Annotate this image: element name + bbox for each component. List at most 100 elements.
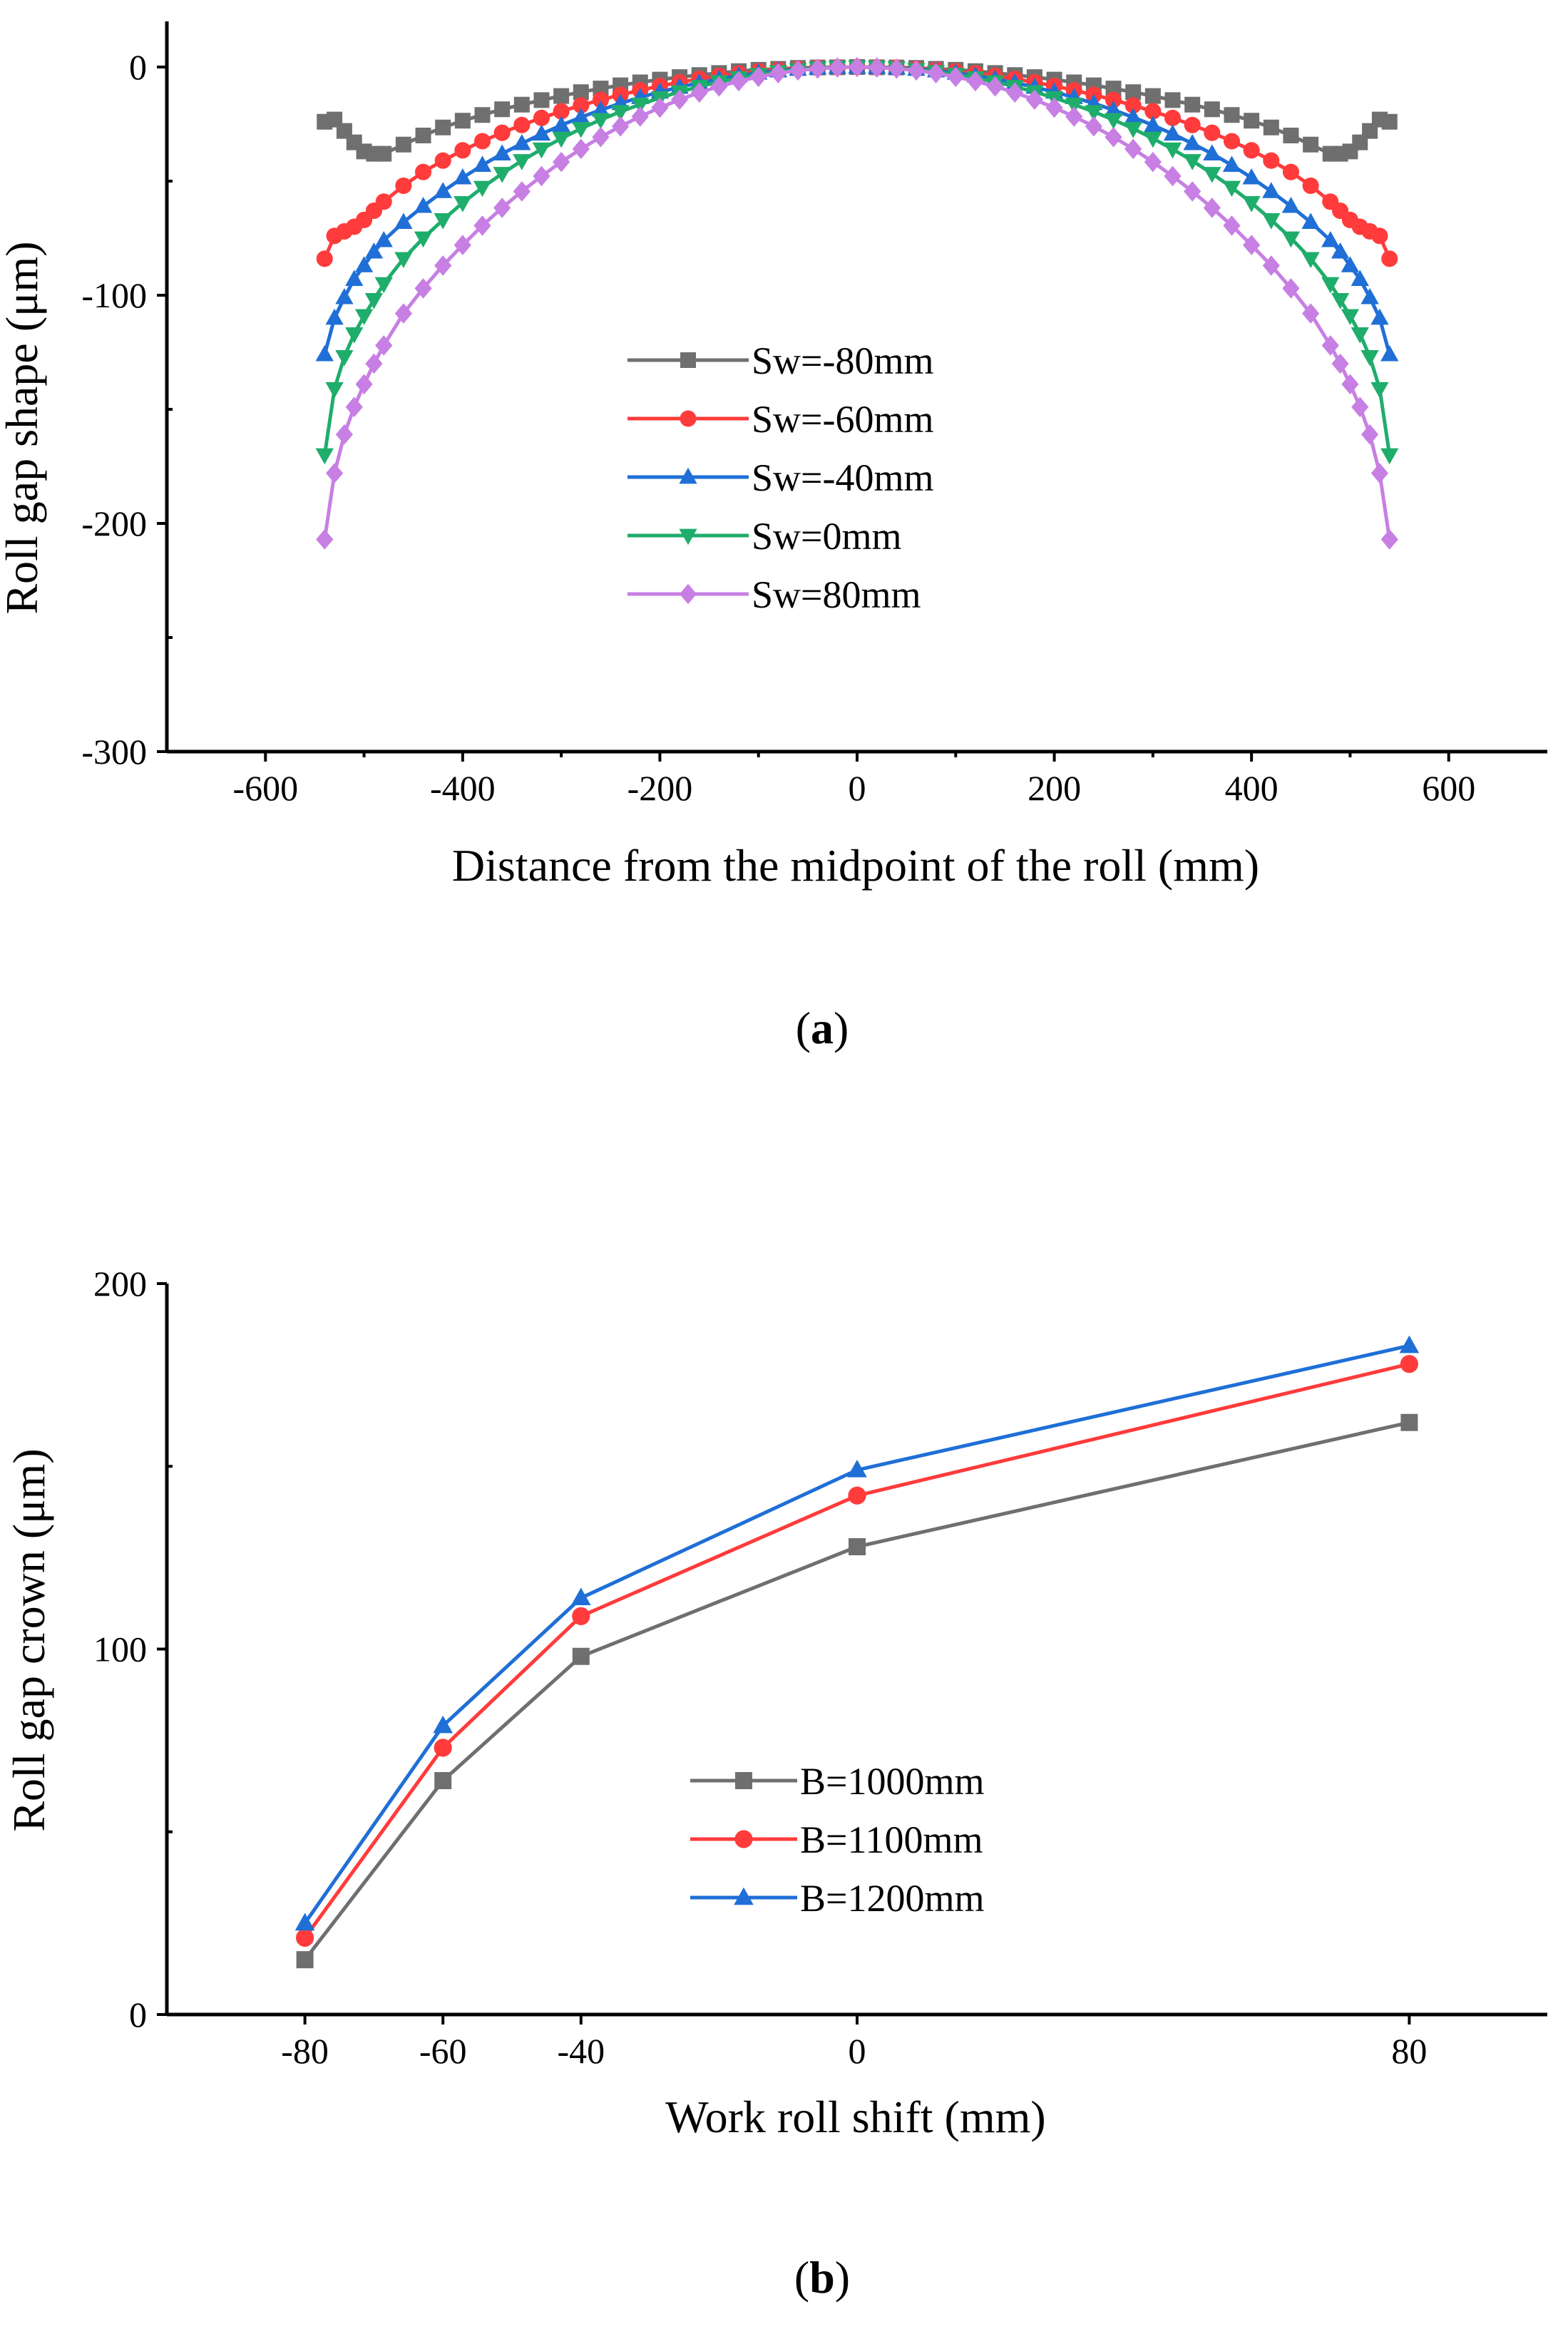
a-data-point [454,235,471,255]
a-data-point [1124,122,1142,138]
a-data-point [1105,81,1122,97]
a-data-point [375,193,392,210]
b-legend-label: B=1100mm [800,1818,983,1861]
a-data-point [1184,96,1201,113]
a-data-point [1124,138,1142,160]
a-data-point [454,113,471,129]
a-data-point [434,182,452,198]
a-data-point [729,71,748,92]
a-data-point [986,76,1004,97]
a-data-point [573,84,589,101]
b-y-tick-label: 200 [93,1264,147,1304]
a-data-point [591,113,610,130]
a-data-point [1242,168,1261,185]
a-data-point [1124,97,1142,114]
chart-b-legend: B=1000mm B=1100mm B=1200mm [690,1760,984,1920]
b-data-point [434,1772,452,1789]
a-data-point [690,82,708,103]
a-data-point [345,396,363,418]
a-data-point [365,353,383,374]
a-data-point [907,60,926,81]
a-data-point [868,57,886,78]
a-data-point [631,98,650,114]
a-legend-label: Sw=80mm [752,573,921,616]
b-data-point [572,1647,590,1665]
a-x-tick-label: 0 [849,768,866,808]
a-data-point [1380,345,1399,362]
a-data-point [1222,155,1241,172]
a-data-point [1144,131,1162,148]
a-data-point [454,168,472,185]
a-data-point [493,167,511,183]
a-data-point [1262,255,1280,276]
a-data-point [1104,100,1123,117]
a-data-point [1331,353,1349,374]
a-data-point [376,145,392,162]
a-data-point [513,134,531,150]
a-data-point [1204,124,1221,141]
b-legend-marker [734,1830,753,1848]
a-data-point [473,215,491,236]
a-x-tick-label: -400 [430,768,496,808]
a-data-point [364,242,384,259]
a-data-point [345,327,364,344]
a-data-point [325,308,344,325]
a-data-point [1183,154,1201,170]
b-legend-item: B=1100mm [690,1818,983,1861]
a-data-point [1144,103,1162,120]
a-data-point [1341,256,1360,272]
b-legend-item: B=1000mm [690,1760,984,1803]
a-data-point [1203,144,1221,160]
chart-b: 0 100 200 -80 -60 -40 0 80 B=1000mm B=1100mm B=12… [4,1264,1547,2303]
chart-b-x-axis-title: Work roll shift (mm) [665,2092,1045,2142]
a-x-tick-label: 600 [1422,768,1475,808]
a-data-point [414,231,433,248]
a-data-point [493,144,511,160]
a-y-tick-label: -100 [81,275,147,315]
a-data-point [592,126,610,148]
a-data-point [1065,98,1083,114]
a-data-point [395,136,411,153]
a-data-point [1281,231,1301,248]
b-data-point [1400,1413,1418,1431]
chart-a-y-axis-title: Roll gap shape (μm) [0,241,47,614]
b-data-point [849,1538,866,1555]
a-data-point [1301,213,1320,229]
a-data-point [454,142,471,159]
a-data-point [1105,126,1122,148]
a-data-point [1361,350,1379,367]
a-data-point [354,256,374,272]
a-legend-label: Sw=0mm [752,515,902,558]
b-data-point [1399,1335,1420,1353]
a-data-point [316,529,334,550]
a-data-point [1243,142,1260,159]
a-data-point [1341,309,1360,325]
a-data-point [1381,250,1398,267]
a-data-point [1321,231,1340,247]
a-data-point [1370,308,1389,325]
chart-a-ticks: -300 -200 -100 0 -600 -400 -200 0 200 400 600 [81,47,1475,808]
a-y-tick-label: -200 [81,503,147,543]
a-data-point [315,345,334,362]
a-data-point [473,155,492,172]
a-data-point [1164,109,1182,126]
a-data-point [1224,107,1240,123]
a-data-point [1380,529,1398,550]
a-x-tick-label: 200 [1028,768,1081,808]
a-data-point [593,81,609,97]
a-legend-marker [679,583,697,605]
a-data-point [364,293,384,309]
chart-a: -300 -200 -100 0 -600 -400 -200 0 200 400 600 Sw=-… [0,21,1547,1053]
a-data-point [1144,151,1162,173]
a-data-point [355,374,373,395]
b-data-point [1400,1355,1418,1373]
a-data-point [1321,335,1339,356]
a-data-point [927,63,945,83]
a-data-point [1144,88,1161,104]
a-data-point [1302,177,1319,194]
a-data-point [769,63,787,83]
a-data-point [1282,278,1300,299]
a-data-point [434,255,452,276]
b-data-point [296,1928,314,1947]
a-data-point [415,128,431,143]
